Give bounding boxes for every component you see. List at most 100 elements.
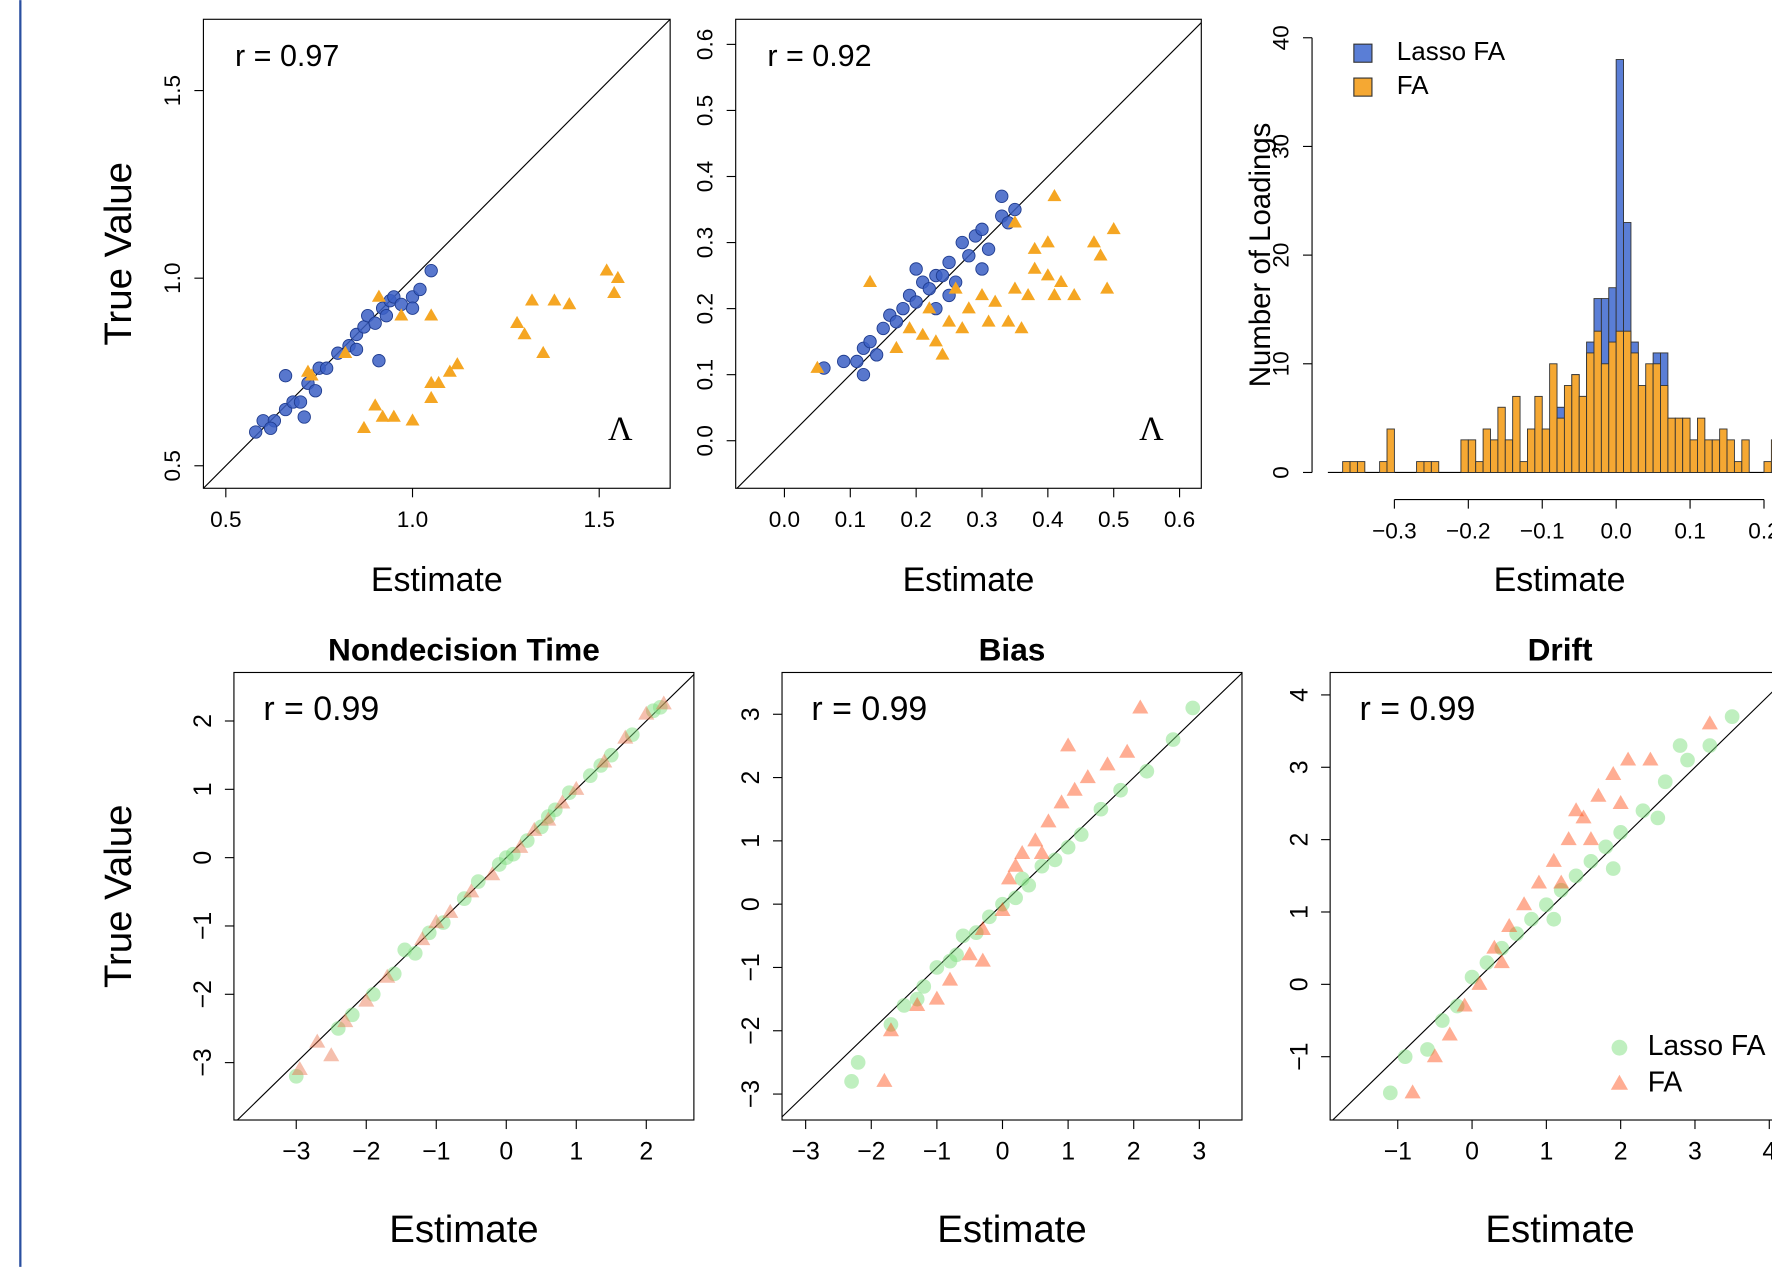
x-tick-label: 1.5 [583, 507, 614, 532]
bar [1467, 439, 1477, 473]
x-tick-label: 1 [1539, 1137, 1553, 1165]
point [928, 334, 943, 347]
point [1066, 781, 1083, 796]
point [1139, 763, 1155, 779]
point [386, 409, 401, 422]
point [424, 375, 439, 389]
point [1501, 917, 1518, 932]
point [982, 909, 997, 925]
bar [1386, 428, 1395, 473]
bar [1660, 385, 1669, 473]
bar [1608, 341, 1617, 473]
legend-label: FA [1397, 70, 1429, 100]
point [850, 354, 864, 369]
point [1590, 787, 1607, 802]
point [1524, 911, 1539, 927]
bar [1711, 439, 1721, 473]
point [1575, 809, 1592, 824]
bar [1593, 330, 1602, 473]
x-tick-label: 0.4 [1032, 507, 1063, 532]
point [856, 367, 871, 382]
point [510, 315, 525, 328]
point [304, 368, 319, 381]
plot-area [236, 673, 694, 1121]
point [1702, 738, 1718, 753]
point [1657, 774, 1673, 790]
point [1642, 751, 1659, 766]
point [1612, 794, 1629, 809]
point [349, 342, 364, 357]
x-tick-label: −3 [282, 1137, 310, 1165]
point [319, 361, 334, 375]
bar [1674, 417, 1684, 473]
panel: −0.3 −0.2 −0.1 0.0 0.1 0.2 0 10 20 30 40 Estimate Nu… [1244, 25, 1772, 599]
point [1001, 314, 1016, 327]
point [1034, 858, 1050, 874]
bar [1490, 439, 1499, 473]
y-tick-label: 2 [189, 714, 217, 728]
point [1539, 897, 1554, 913]
point [365, 986, 381, 1002]
point [375, 409, 390, 422]
point [394, 308, 409, 321]
legend-label: Lasso FA [1397, 36, 1506, 66]
point [909, 996, 926, 1011]
point [1185, 700, 1201, 716]
point [1007, 215, 1022, 228]
point [942, 314, 957, 327]
point [968, 925, 984, 940]
point [1021, 288, 1036, 301]
plot-area [203, 19, 671, 489]
point [1099, 756, 1116, 771]
point [526, 821, 543, 836]
point [617, 729, 634, 744]
point [948, 281, 963, 294]
point [876, 321, 890, 336]
point [1001, 870, 1018, 885]
point [1553, 874, 1570, 889]
point [1553, 882, 1569, 898]
point [607, 285, 622, 298]
y-axis-label: True Value [97, 162, 140, 346]
y-tick-label: 3 [1285, 760, 1313, 774]
y-tick-label: −1 [737, 953, 765, 981]
point [995, 896, 1010, 912]
point [372, 354, 386, 368]
y-tick-label: 0.3 [692, 227, 717, 258]
point [876, 1072, 893, 1087]
point [850, 1055, 866, 1070]
bar [1342, 461, 1351, 473]
point [1014, 845, 1031, 860]
x-tick-label: −1 [422, 1137, 450, 1165]
point [1605, 766, 1622, 781]
point [1047, 288, 1062, 301]
correlation-label: r = 0.92 [767, 39, 871, 73]
bar [1763, 461, 1772, 473]
point [1119, 743, 1136, 758]
point [371, 289, 386, 302]
point [1545, 852, 1562, 867]
point [909, 991, 925, 1007]
point [652, 699, 668, 715]
point [1047, 188, 1062, 202]
bar [1682, 417, 1691, 473]
point [498, 850, 514, 865]
x-axis-label: Estimate [937, 1208, 1086, 1251]
point [568, 780, 585, 795]
point [1040, 813, 1057, 828]
point [517, 327, 532, 340]
bar [1460, 439, 1469, 473]
x-tick-label: 2 [1127, 1137, 1141, 1165]
y-tick-label: 1 [737, 834, 765, 848]
point [456, 891, 472, 906]
y-tick-label: 0.2 [692, 293, 717, 324]
point [470, 874, 486, 889]
bar [1741, 439, 1750, 473]
point [533, 819, 549, 835]
point [309, 1033, 326, 1048]
plot-box [781, 671, 1243, 1121]
y-tick-label: −3 [737, 1080, 765, 1108]
bar [1578, 395, 1588, 473]
point [1382, 1085, 1398, 1101]
